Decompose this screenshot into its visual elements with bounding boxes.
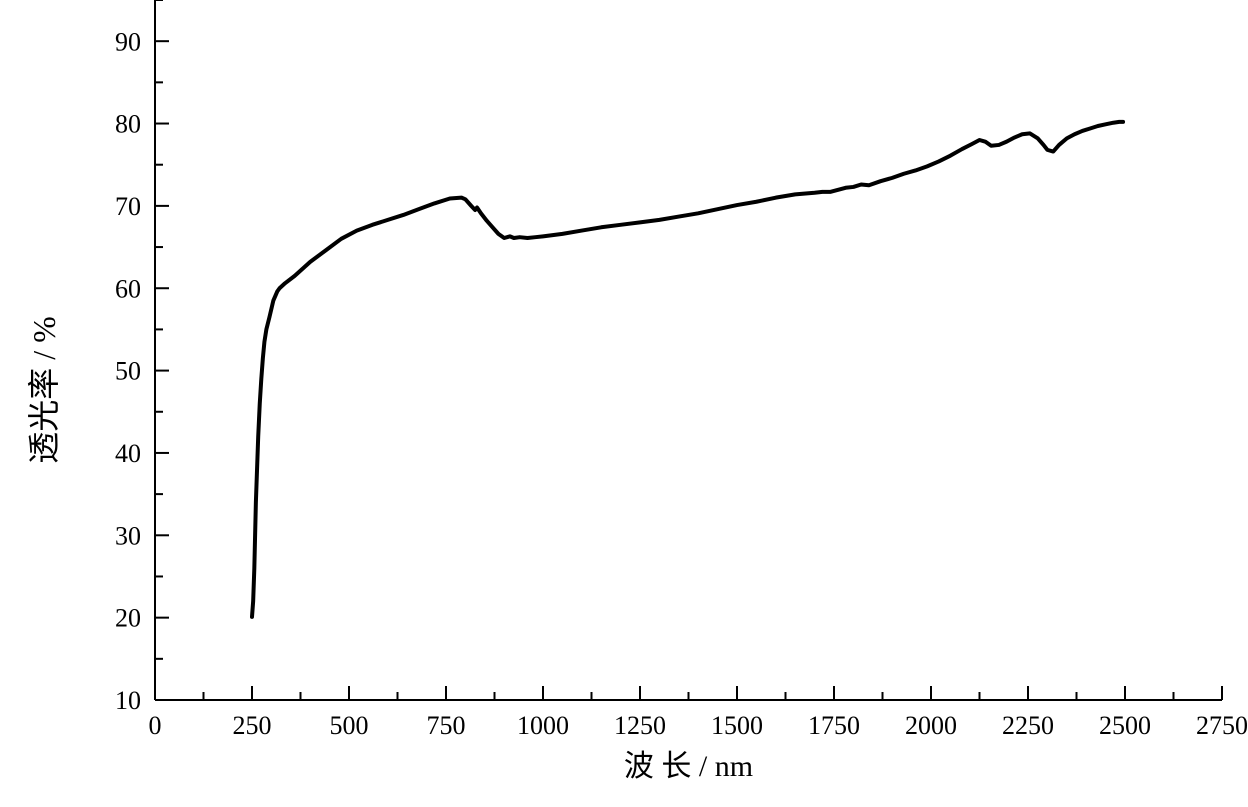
svg-text:2000: 2000 bbox=[905, 711, 957, 740]
svg-text:1000: 1000 bbox=[517, 711, 569, 740]
svg-text:1750: 1750 bbox=[808, 711, 860, 740]
svg-text:250: 250 bbox=[233, 711, 272, 740]
chart-svg: 0 250 500 750 1000 1250 1500 1750 2000 2250 2500 27… bbox=[0, 0, 1248, 807]
svg-text:30: 30 bbox=[115, 521, 141, 550]
transmittance-chart: 0 250 500 750 1000 1250 1500 1750 2000 2250 2500 27… bbox=[0, 0, 1248, 807]
svg-text:70: 70 bbox=[115, 192, 141, 221]
svg-text:50: 50 bbox=[115, 357, 141, 386]
y-axis-label: 透光率 / % bbox=[26, 316, 62, 464]
svg-text:1250: 1250 bbox=[614, 711, 666, 740]
svg-text:750: 750 bbox=[427, 711, 466, 740]
svg-text:1500: 1500 bbox=[711, 711, 763, 740]
svg-text:0: 0 bbox=[149, 711, 162, 740]
svg-text:60: 60 bbox=[115, 274, 141, 303]
transmittance-series bbox=[252, 122, 1123, 617]
svg-text:2500: 2500 bbox=[1099, 711, 1151, 740]
svg-text:90: 90 bbox=[115, 27, 141, 56]
svg-text:40: 40 bbox=[115, 439, 141, 468]
svg-text:10: 10 bbox=[115, 686, 141, 715]
svg-text:20: 20 bbox=[115, 604, 141, 633]
svg-text:500: 500 bbox=[330, 711, 369, 740]
svg-text:2250: 2250 bbox=[1002, 711, 1054, 740]
svg-text:2750: 2750 bbox=[1196, 711, 1248, 740]
x-axis-label: 波 长 / nm bbox=[624, 750, 753, 783]
svg-text:80: 80 bbox=[115, 110, 141, 139]
